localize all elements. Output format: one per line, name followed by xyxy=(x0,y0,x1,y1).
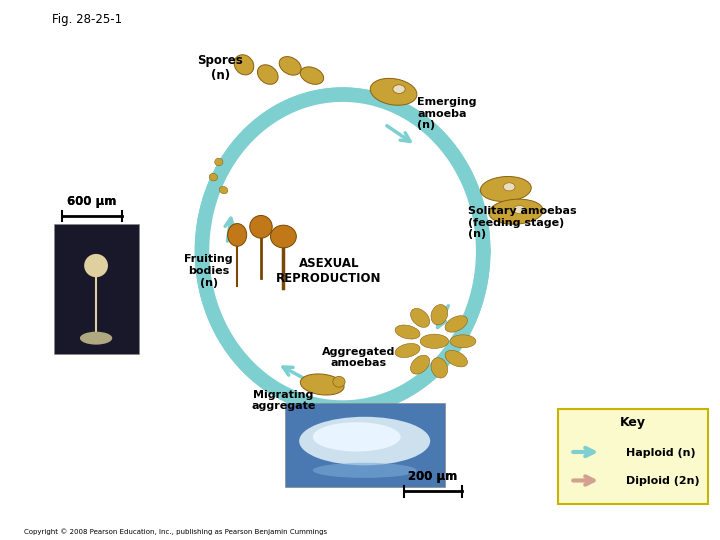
Ellipse shape xyxy=(370,78,417,105)
Text: Spores
(n): Spores (n) xyxy=(197,54,243,82)
Ellipse shape xyxy=(431,305,448,325)
Text: Haploid (n): Haploid (n) xyxy=(626,448,696,457)
Ellipse shape xyxy=(271,225,297,248)
Ellipse shape xyxy=(300,67,324,84)
Ellipse shape xyxy=(258,65,278,84)
Text: 200 μm: 200 μm xyxy=(408,470,458,483)
Ellipse shape xyxy=(84,254,108,277)
Text: Fig. 28-25-1: Fig. 28-25-1 xyxy=(53,14,122,26)
Ellipse shape xyxy=(480,177,531,201)
Ellipse shape xyxy=(299,417,431,465)
Ellipse shape xyxy=(513,205,525,213)
Ellipse shape xyxy=(333,376,345,387)
Ellipse shape xyxy=(210,173,217,181)
Ellipse shape xyxy=(489,199,543,224)
Text: Diploid (2n): Diploid (2n) xyxy=(626,476,700,485)
Ellipse shape xyxy=(312,463,417,478)
Ellipse shape xyxy=(228,224,247,246)
Text: 600 μm: 600 μm xyxy=(67,195,117,208)
Ellipse shape xyxy=(410,355,430,374)
Ellipse shape xyxy=(250,215,272,238)
Ellipse shape xyxy=(393,85,405,93)
Text: 600 μm: 600 μm xyxy=(67,195,117,208)
Text: 200 μm: 200 μm xyxy=(408,470,458,483)
Text: Migrating
aggregate: Migrating aggregate xyxy=(251,390,315,411)
Ellipse shape xyxy=(445,316,467,332)
Ellipse shape xyxy=(220,186,228,194)
Ellipse shape xyxy=(215,158,223,166)
Ellipse shape xyxy=(450,335,476,348)
Text: Copyright © 2008 Pearson Education, Inc., publishing as Pearson Benjamin Cumming: Copyright © 2008 Pearson Education, Inc.… xyxy=(24,528,328,535)
Ellipse shape xyxy=(503,183,515,191)
Text: ASEXUAL
REPRODUCTION: ASEXUAL REPRODUCTION xyxy=(276,257,382,285)
Ellipse shape xyxy=(279,57,301,75)
Polygon shape xyxy=(246,131,440,372)
Ellipse shape xyxy=(410,308,430,327)
FancyBboxPatch shape xyxy=(53,224,138,354)
Text: Key: Key xyxy=(620,416,646,429)
Text: Aggregated
amoebas: Aggregated amoebas xyxy=(322,347,395,368)
Text: Fruiting
bodies
(n): Fruiting bodies (n) xyxy=(184,254,233,288)
Ellipse shape xyxy=(420,334,449,348)
Text: Emerging
amoeba
(n): Emerging amoeba (n) xyxy=(418,97,477,130)
Ellipse shape xyxy=(80,332,112,345)
Text: Solitary amoebas
(feeding stage)
(n): Solitary amoebas (feeding stage) (n) xyxy=(469,206,577,239)
Ellipse shape xyxy=(234,55,253,75)
FancyBboxPatch shape xyxy=(558,409,708,504)
Ellipse shape xyxy=(395,343,420,357)
FancyBboxPatch shape xyxy=(285,403,444,487)
Ellipse shape xyxy=(445,350,467,367)
Ellipse shape xyxy=(312,422,400,451)
Ellipse shape xyxy=(300,374,344,395)
Ellipse shape xyxy=(395,325,420,339)
Ellipse shape xyxy=(431,357,448,378)
Polygon shape xyxy=(210,103,475,400)
